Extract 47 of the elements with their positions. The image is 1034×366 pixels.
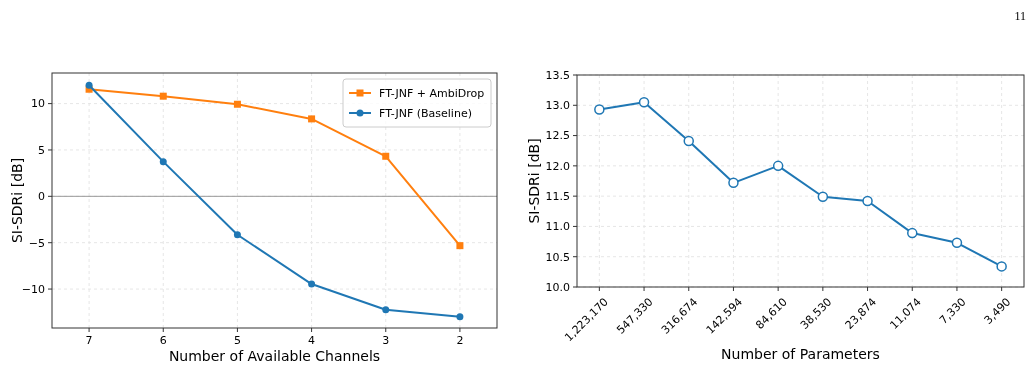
point	[456, 242, 464, 250]
x-axis-title: Number of Parameters	[721, 346, 880, 362]
point	[85, 81, 93, 89]
y-tick-label: 12.0	[545, 159, 570, 173]
point	[683, 135, 694, 147]
point	[233, 231, 241, 239]
y-tick-label: 10.0	[545, 280, 570, 294]
x-tick-label: 7	[85, 334, 93, 347]
legend-label: FT-JNF (Baseline)	[379, 106, 472, 120]
point	[728, 177, 739, 189]
legend-label: FT-JNF + AmbiDrop	[379, 86, 485, 100]
x-tick-label: 2	[456, 334, 464, 347]
point	[159, 92, 167, 100]
y-tick-label: 10.5	[545, 250, 570, 264]
text: 11	[1014, 9, 1026, 23]
y-tick-label: 0	[38, 190, 45, 204]
y-tick-label: 13.5	[545, 68, 570, 82]
point	[594, 104, 605, 115]
y-tick-label: 11.5	[545, 189, 570, 203]
point	[817, 191, 829, 202]
point	[772, 160, 784, 172]
point	[159, 158, 167, 166]
y-tick-label: 11.0	[545, 220, 570, 234]
y-tick-label: 13.0	[545, 99, 570, 113]
y-axis-title: SI-SDRi [dB]	[526, 138, 542, 224]
y-tick-label: −5	[28, 236, 45, 250]
point	[951, 237, 963, 249]
y-axis-title: SI-SDRi [dB]	[9, 157, 25, 244]
point	[638, 97, 650, 108]
point	[382, 152, 390, 160]
point	[996, 261, 1007, 272]
x-tick-label: 6	[159, 334, 167, 347]
point	[308, 115, 316, 123]
point	[862, 195, 873, 207]
y-tick-label: 10	[31, 97, 45, 111]
y-tick-label: −10	[21, 282, 45, 296]
y-tick-label: 5	[38, 143, 45, 157]
point	[308, 280, 316, 288]
point	[382, 306, 390, 314]
x-tick-label: 3	[382, 334, 390, 347]
point	[233, 100, 241, 108]
x-tick-label: 5	[233, 334, 241, 347]
x-axis-title: Number of Available Channels	[168, 348, 381, 364]
x-tick-label: 4	[308, 334, 316, 347]
point	[907, 227, 918, 239]
point	[456, 313, 464, 321]
y-tick-label: 12.5	[545, 129, 570, 143]
